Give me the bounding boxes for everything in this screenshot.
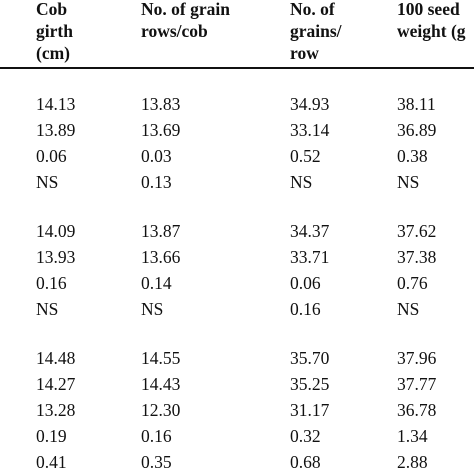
cell-grain-rows: 0.14: [141, 273, 172, 293]
cell-seed-weight: 36.89: [397, 120, 437, 140]
header-line: 100 seed: [397, 0, 460, 19]
cell-seed-weight: 37.38: [397, 247, 437, 267]
cell-seed-weight: 37.62: [397, 221, 437, 241]
cell-grains-per-row: 0.16: [290, 299, 321, 319]
cell-grains-per-row: 35.25: [290, 374, 330, 394]
cell-grains-per-row: 33.14: [290, 120, 330, 140]
cell-grains-per-row: 31.17: [290, 400, 330, 420]
header-line: No. of grain: [141, 0, 230, 19]
cell-grains-per-row: 0.32: [290, 426, 321, 446]
table-row: 14.27 14.43 35.25 37.77: [0, 371, 474, 397]
table-row: 14.09 13.87 34.37 37.62: [0, 218, 474, 244]
header-rule: [0, 67, 474, 69]
cell-grain-rows: 0.16: [141, 426, 172, 446]
cell-grain-rows: 14.43: [141, 374, 181, 394]
cell-grains-per-row: NS: [290, 172, 313, 192]
cell-cob-girth: 14.13: [36, 94, 76, 114]
header-cob-girth: Cob girth (cm): [36, 0, 73, 64]
cell-grain-rows: 13.66: [141, 247, 181, 267]
cell-cob-girth: 0.16: [36, 273, 67, 293]
cell-grain-rows: 12.30: [141, 400, 181, 420]
cell-grains-per-row: 0.52: [290, 146, 321, 166]
cell-cob-girth: 0.06: [36, 146, 67, 166]
cell-grain-rows: 13.83: [141, 94, 181, 114]
cell-seed-weight: 36.78: [397, 400, 437, 420]
cell-grain-rows: 0.35: [141, 452, 172, 472]
cell-cob-girth: 14.09: [36, 221, 76, 241]
cell-seed-weight: NS: [397, 172, 420, 192]
table-row: 13.89 13.69 33.14 36.89: [0, 117, 474, 143]
header-line: row: [290, 43, 319, 63]
table-row: 13.28 12.30 31.17 36.78: [0, 397, 474, 423]
table-row: 0.19 0.16 0.32 1.34: [0, 423, 474, 449]
header-line: No. of: [290, 0, 335, 19]
cell-grain-rows: 14.55: [141, 348, 181, 368]
cell-cob-girth: 13.89: [36, 120, 76, 140]
cell-seed-weight: 38.11: [397, 94, 436, 114]
cell-grains-per-row: 0.68: [290, 452, 321, 472]
table-row: 13.93 13.66 33.71 37.38: [0, 244, 474, 270]
header-line: weight (g: [397, 21, 466, 41]
cell-cob-girth: 14.48: [36, 348, 76, 368]
cell-seed-weight: 0.76: [397, 273, 428, 293]
header-line: Cob: [36, 0, 68, 19]
cell-grains-per-row: 34.93: [290, 94, 330, 114]
cell-grain-rows: 13.87: [141, 221, 181, 241]
cell-grain-rows: 13.69: [141, 120, 181, 140]
table-row: 0.41 0.35 0.68 2.88: [0, 449, 474, 474]
header-seed-weight: 100 seed weight (g: [397, 0, 466, 42]
cell-cob-girth: 13.28: [36, 400, 76, 420]
header-grain-rows: No. of grain rows/cob: [141, 0, 230, 42]
header-line: rows/cob: [141, 21, 208, 41]
cell-grains-per-row: 0.06: [290, 273, 321, 293]
table-row: 14.48 14.55 35.70 37.96: [0, 345, 474, 371]
table-row: 0.16 0.14 0.06 0.76: [0, 270, 474, 296]
cell-seed-weight: NS: [397, 299, 420, 319]
cell-cob-girth: 13.93: [36, 247, 76, 267]
cell-seed-weight: 0.38: [397, 146, 428, 166]
cell-cob-girth: 0.19: [36, 426, 67, 446]
header-grains-per-row: No. of grains/ row: [290, 0, 342, 64]
cell-cob-girth: NS: [36, 172, 59, 192]
cell-grains-per-row: 34.37: [290, 221, 330, 241]
header-line: girth: [36, 21, 73, 41]
cell-cob-girth: 14.27: [36, 374, 76, 394]
cell-seed-weight: 37.96: [397, 348, 437, 368]
cell-grain-rows: 0.13: [141, 172, 172, 192]
cell-grain-rows: 0.03: [141, 146, 172, 166]
cell-seed-weight: 1.34: [397, 426, 428, 446]
cell-seed-weight: 37.77: [397, 374, 437, 394]
cell-grain-rows: NS: [141, 299, 164, 319]
header-line: grains/: [290, 21, 342, 41]
table-row: NS 0.13 NS NS: [0, 169, 474, 195]
cell-grains-per-row: 33.71: [290, 247, 330, 267]
cell-cob-girth: NS: [36, 299, 59, 319]
header-line: (cm): [36, 43, 71, 63]
table-row: 0.06 0.03 0.52 0.38: [0, 143, 474, 169]
cell-grains-per-row: 35.70: [290, 348, 330, 368]
cell-cob-girth: 0.41: [36, 452, 67, 472]
cell-seed-weight: 2.88: [397, 452, 428, 472]
table-row: NS NS 0.16 NS: [0, 296, 474, 322]
table-row: 14.13 13.83 34.93 38.11: [0, 91, 474, 117]
